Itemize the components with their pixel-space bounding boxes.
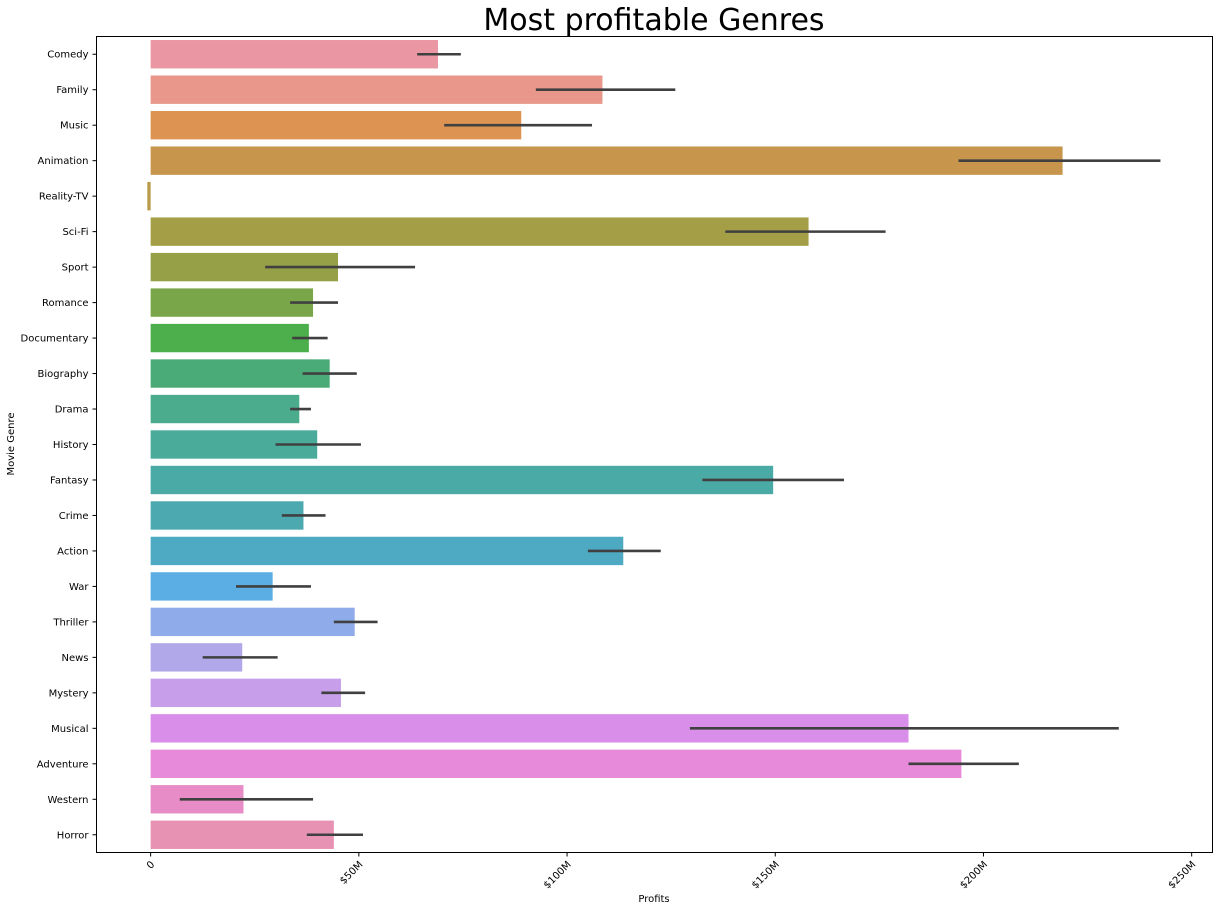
bar-biography bbox=[150, 359, 330, 388]
y-tick-label-history: History bbox=[53, 440, 89, 451]
bar-comedy bbox=[150, 40, 438, 69]
y-tick-label-war: War bbox=[69, 582, 89, 593]
y-tick-label-horror: Horror bbox=[57, 830, 90, 841]
bar-reality-tv bbox=[147, 181, 151, 211]
bar-romance bbox=[150, 288, 314, 317]
bar-horror bbox=[150, 820, 334, 849]
error-bars-layer bbox=[179, 52, 1161, 837]
y-tick-label-crime: Crime bbox=[59, 511, 89, 522]
y-tick-label-fantasy: Fantasy bbox=[50, 475, 89, 486]
bar-crime bbox=[150, 501, 304, 530]
y-tick-label-action: Action bbox=[57, 546, 88, 557]
bar-animation bbox=[150, 146, 1063, 175]
bar-fantasy bbox=[150, 465, 774, 495]
y-tick-label-music: Music bbox=[60, 121, 88, 132]
y-tick-label-western: Western bbox=[47, 795, 88, 806]
y-tick-label-sport: Sport bbox=[62, 263, 89, 274]
y-tick-label-biography: Biography bbox=[38, 369, 89, 380]
x-axis-label: Profits bbox=[638, 894, 669, 905]
y-tick-label-thriller: Thriller bbox=[52, 617, 89, 628]
bar-adventure bbox=[150, 749, 962, 778]
bar-mystery bbox=[150, 678, 341, 708]
y-tick-label-comedy: Comedy bbox=[47, 50, 88, 61]
y-tick-label-news: News bbox=[61, 653, 88, 664]
y-tick-label-drama: Drama bbox=[55, 405, 89, 416]
y-tick-label-documentary: Documentary bbox=[21, 334, 89, 345]
y-tick-label-romance: Romance bbox=[42, 298, 88, 309]
bar-thriller bbox=[150, 607, 355, 637]
bar-documentary bbox=[150, 323, 309, 353]
y-tick-label-mystery: Mystery bbox=[49, 688, 89, 699]
bar-sci-fi bbox=[150, 217, 809, 246]
y-tick-label-sci-fi: Sci-Fi bbox=[62, 227, 88, 238]
y-axis-label: Movie Genre bbox=[6, 412, 17, 475]
y-axis-ticks: Comedy Family Music Animation Reality-TV Sci-… bbox=[21, 50, 97, 841]
y-tick-label-family: Family bbox=[56, 85, 88, 96]
chart-title: Most profitable Genres bbox=[483, 3, 824, 38]
bar-family bbox=[150, 75, 603, 104]
bar-action bbox=[150, 536, 624, 566]
bar-drama bbox=[150, 394, 300, 424]
y-tick-label-animation: Animation bbox=[38, 156, 89, 167]
y-tick-label-musical: Musical bbox=[51, 724, 88, 735]
y-tick-label-reality-tv: Reality-TV bbox=[39, 192, 89, 203]
bars-layer bbox=[147, 40, 1063, 849]
y-tick-label-adventure: Adventure bbox=[37, 759, 89, 770]
